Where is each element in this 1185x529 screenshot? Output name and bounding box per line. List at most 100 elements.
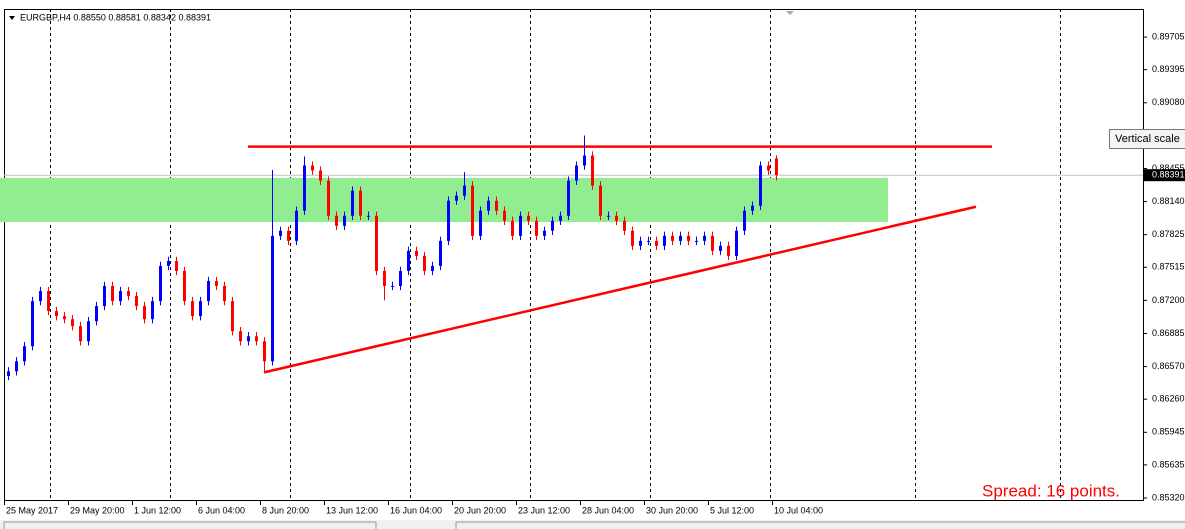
candle-body — [623, 220, 626, 231]
candle-body — [767, 165, 770, 171]
candle-body — [743, 210, 746, 231]
x-tick-label: 8 Jun 20:00 — [262, 505, 309, 515]
x-tick-label: 28 Jun 04:00 — [582, 505, 634, 515]
y-tick-label: 0.87825 — [1152, 229, 1185, 239]
y-tick-label: 0.85635 — [1152, 459, 1185, 469]
candle-body — [511, 220, 514, 236]
candle-body — [71, 319, 74, 327]
candle-body — [359, 190, 362, 216]
candle-body — [567, 180, 570, 216]
x-tick-label: 25 May 2017 — [6, 505, 58, 515]
candle-body — [639, 240, 642, 246]
candle-body — [367, 215, 370, 217]
candle-body — [687, 235, 690, 241]
candle-body — [607, 215, 610, 217]
candle-body — [343, 215, 346, 226]
y-tick-label: 0.89080 — [1152, 97, 1185, 107]
chart-title: EURGBP,H4 0.88550 0.88581 0.88342 0.8839… — [20, 12, 211, 22]
candle-body — [319, 170, 322, 181]
candle-body — [663, 235, 666, 246]
y-tick-label: 0.85320 — [1152, 492, 1185, 502]
candle-body — [119, 291, 122, 302]
y-tick-label: 0.89395 — [1152, 64, 1185, 74]
y-tick-label: 0.86885 — [1152, 328, 1185, 338]
candle-body — [671, 235, 674, 241]
candle-body — [647, 240, 650, 242]
x-tick-label: 13 Jun 12:00 — [326, 505, 378, 515]
candle-body — [183, 270, 186, 302]
candle-body — [599, 185, 602, 216]
candle-body — [727, 245, 730, 256]
candle-body — [199, 301, 202, 317]
objects — [0, 145, 1143, 374]
x-tick-label: 10 Jul 04:00 — [774, 505, 823, 515]
candle-body — [175, 260, 178, 271]
candle-body — [455, 195, 458, 201]
tab-bar — [0, 520, 1185, 529]
candle-body — [239, 331, 242, 342]
candle-body — [247, 336, 250, 342]
tooltip-box — [1109, 129, 1185, 149]
candle-body — [215, 281, 218, 286]
candles — [7, 135, 778, 381]
trendline — [263, 205, 977, 374]
candle-body — [447, 200, 450, 241]
menu-arrow[interactable] — [9, 16, 15, 20]
x-tick-label: 23 Jun 12:00 — [518, 505, 570, 515]
zone — [0, 177, 888, 223]
candle-body — [327, 180, 330, 216]
candle-body — [487, 200, 490, 211]
y-tick-label: 0.89705 — [1152, 31, 1185, 41]
candle-body — [151, 301, 154, 320]
shift-marker — [786, 11, 794, 15]
candle-body — [703, 235, 706, 241]
x-tick-label: 6 Jun 04:00 — [198, 505, 245, 515]
candle-body — [311, 165, 314, 171]
candle-body — [655, 240, 658, 246]
candle-body — [103, 285, 106, 307]
candle-body — [543, 230, 546, 236]
x-tick-label: 29 May 20:00 — [70, 505, 125, 515]
tooltip: Vertical scale — [1115, 133, 1180, 145]
candle-body — [383, 270, 386, 286]
candle-body — [679, 235, 682, 241]
candle-body — [423, 255, 426, 271]
candle-body — [47, 291, 50, 312]
y-tick-label: 0.85945 — [1152, 427, 1185, 437]
candle-body — [631, 230, 634, 246]
candle-body — [615, 215, 618, 221]
candle-body — [63, 316, 66, 320]
candle-body — [127, 291, 130, 297]
candle-body — [495, 200, 498, 211]
candle-body — [79, 326, 82, 342]
x-tick-label: 30 Jun 20:00 — [646, 505, 698, 515]
candle-body — [111, 285, 114, 302]
candle-body — [159, 265, 162, 302]
x-tick-label: 1 Jun 12:00 — [134, 505, 181, 515]
candle-body — [415, 250, 418, 256]
candle-body — [95, 306, 98, 322]
y-tick-label: 0.87515 — [1152, 262, 1185, 272]
candle-body — [23, 346, 26, 362]
candle-body — [167, 260, 170, 266]
candle-body — [575, 165, 578, 181]
candle-body — [295, 210, 298, 241]
candle-body — [391, 285, 394, 287]
candle-body — [135, 296, 138, 307]
y-tick-label: 0.88140 — [1152, 196, 1185, 206]
plot-frame — [4, 9, 1144, 501]
candle-body — [191, 301, 194, 317]
candle-body — [39, 291, 42, 302]
candle-body — [279, 230, 282, 236]
x-tick-label: 5 Jul 12:00 — [710, 505, 754, 515]
candle-body — [231, 301, 234, 332]
candle-body — [719, 245, 722, 251]
tabs[interactable] — [3, 521, 1185, 529]
candle-body — [583, 155, 586, 166]
candle-body — [375, 215, 378, 271]
candle-body — [223, 285, 226, 302]
candle-body — [735, 230, 738, 256]
candle-body — [503, 210, 506, 221]
